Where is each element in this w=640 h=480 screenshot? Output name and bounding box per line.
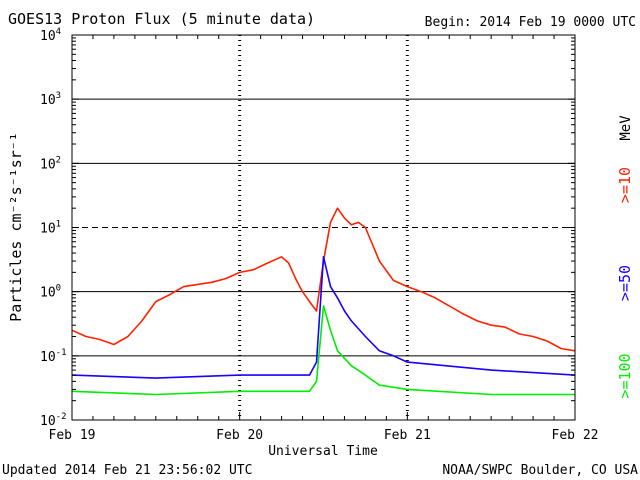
series-lines <box>71 207 576 396</box>
x-tick-label: Feb 22 <box>552 428 599 443</box>
y-tick-label: 101 <box>40 220 61 237</box>
series-line-ge50 <box>71 255 576 379</box>
day-markers <box>238 35 409 420</box>
y-tick-label: 102 <box>40 155 61 172</box>
series-line-ge100 <box>71 305 575 396</box>
chart-title: GOES13 Proton Flux (5 minute data) <box>8 10 315 28</box>
series-line-ge10 <box>71 207 576 352</box>
y-tick-label: 103 <box>40 91 61 108</box>
updated-timestamp: Updated 2014 Feb 21 23:56:02 UTC <box>2 463 252 478</box>
legend-label-ge10: >=10 <box>616 167 634 203</box>
y-tick-label: 10-1 <box>40 348 67 365</box>
legend-label-ge100: >=100 <box>616 353 634 398</box>
x-axis-label: Universal Time <box>268 444 378 459</box>
x-tick-label: Feb 20 <box>216 428 263 443</box>
y-tick-label: 104 <box>40 27 61 44</box>
begin-date: Begin: 2014 Feb 19 0000 UTC <box>425 15 636 30</box>
credit-line: NOAA/SWPC Boulder, CO USA <box>442 463 638 478</box>
x-tick-label: Feb 19 <box>49 428 96 443</box>
y-tick-label: 10-2 <box>40 412 67 429</box>
y-axis-label: Particles cm⁻²s⁻¹sr⁻¹ <box>7 132 25 322</box>
x-tick-label: Feb 21 <box>384 428 431 443</box>
legend-label-ge50: >=50 <box>616 265 634 301</box>
x-axis-ticks: Feb 19 Feb 20 Feb 21 Feb 22 <box>49 35 599 443</box>
y-tick-label: 100 <box>40 284 61 301</box>
legend: >=10 >=50 >=100 MeV <box>616 115 634 399</box>
grid-lines <box>72 98 575 357</box>
legend-unit: MeV <box>618 115 634 141</box>
